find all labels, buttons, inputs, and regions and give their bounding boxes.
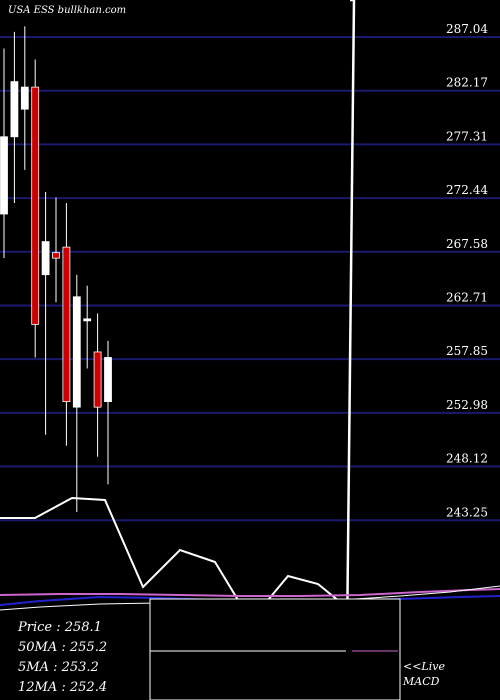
y-tick-label: 257.85 — [446, 344, 488, 358]
candle-down — [93, 351, 102, 408]
candle-up — [83, 318, 92, 322]
stats-panel: Price : 258.1 50MA : 255.2 5MA : 253.2 1… — [18, 618, 107, 698]
price-grid: 287.04 282.17 277.31 272.44 267.58 262.71 257.… — [0, 22, 500, 522]
candle-up — [10, 81, 19, 138]
candle-up — [0, 136, 8, 215]
short-ma-line — [0, 496, 386, 608]
candle-up — [41, 241, 50, 276]
pink-ma-line — [0, 588, 500, 597]
macd-panel — [149, 598, 401, 700]
y-tick-label: 282.17 — [446, 76, 488, 90]
y-tick-label: 267.58 — [446, 237, 488, 251]
y-tick-label: 287.04 — [446, 22, 488, 36]
ma50-stat: 50MA : 255.2 — [18, 640, 108, 655]
candle-down — [62, 246, 71, 403]
ma12-stat: 12MA : 252.4 — [18, 680, 108, 695]
price-stat: Price : 258.1 — [18, 620, 102, 635]
y-tick-label: 272.44 — [446, 183, 488, 197]
y-tick-label: 277.31 — [446, 129, 488, 143]
candle-up — [104, 357, 112, 403]
live-label: <<Live — [403, 660, 445, 673]
watermark: USA ESS bullkhan.com — [8, 5, 127, 16]
y-tick-label: 252.98 — [446, 398, 488, 412]
y-tick-label: 243.25 — [446, 505, 488, 519]
y-tick-label: 262.71 — [446, 291, 488, 305]
candle-down — [52, 252, 60, 259]
y-tick-label: 248.12 — [446, 452, 488, 466]
candlesticks — [0, 26, 112, 512]
candle-up — [20, 86, 29, 110]
candle-up — [72, 296, 81, 408]
macd-title: MACD — [403, 675, 440, 688]
candle-down — [31, 86, 40, 325]
macd-box — [149, 598, 401, 700]
ma5-stat: 5MA : 253.2 — [18, 660, 99, 675]
macd-spike-line — [345, 0, 356, 653]
macd-label: <<Live MACD — [403, 659, 445, 689]
